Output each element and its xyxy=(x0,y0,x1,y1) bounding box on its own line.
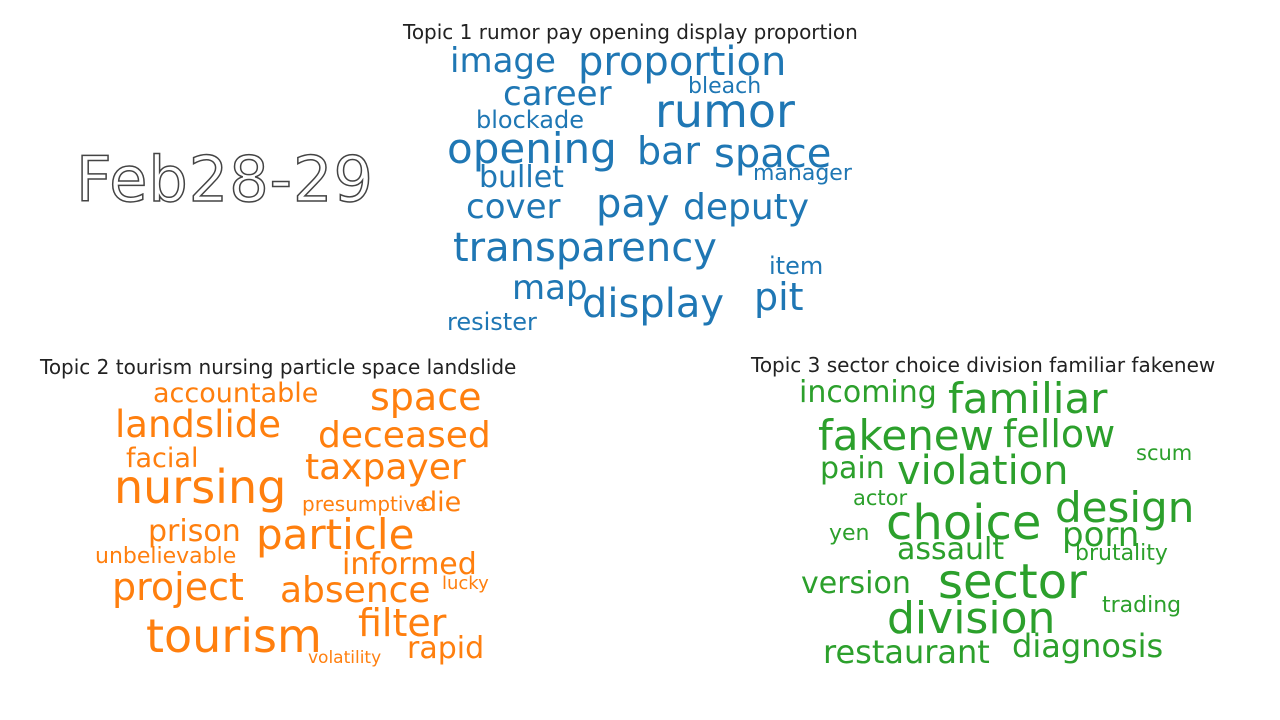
word: pay xyxy=(596,181,670,227)
word: volatility xyxy=(308,648,382,668)
word: division xyxy=(887,593,1056,644)
word: bleach xyxy=(688,74,762,99)
word: space xyxy=(714,131,832,177)
word: bullet xyxy=(479,160,564,195)
word: bar xyxy=(637,129,701,173)
word: pit xyxy=(754,275,804,319)
topic-2-title: Topic 2 tourism nursing particle space l… xyxy=(40,355,517,379)
word: nursing xyxy=(114,460,287,514)
word: scum xyxy=(1136,441,1193,465)
word: item xyxy=(769,252,824,280)
word: transparency xyxy=(453,225,717,271)
word: rumor xyxy=(655,84,795,138)
word: deceased xyxy=(318,415,491,456)
word: incoming xyxy=(799,375,937,410)
word: lucky xyxy=(442,573,489,594)
word: presumptive xyxy=(302,492,428,516)
word: deputy xyxy=(683,187,810,228)
word: pain xyxy=(820,451,885,486)
word: rapid xyxy=(407,631,485,666)
word: violation xyxy=(897,448,1069,494)
word: opening xyxy=(447,124,617,173)
word: space xyxy=(370,375,482,419)
word: diagnosis xyxy=(1012,627,1164,665)
word: particle xyxy=(256,510,415,559)
word: unbelievable xyxy=(95,544,237,569)
word: die xyxy=(420,487,462,518)
word: project xyxy=(112,565,244,609)
word: landslide xyxy=(115,403,281,446)
word: design xyxy=(1055,483,1195,532)
date-label: Feb28-29 xyxy=(75,142,374,217)
word: facial xyxy=(126,443,199,474)
word: image xyxy=(450,41,556,81)
word: taxpayer xyxy=(305,447,466,488)
word: accountable xyxy=(153,378,319,409)
word: blockade xyxy=(476,106,584,134)
word: restaurant xyxy=(823,633,990,671)
word: choice xyxy=(886,495,1042,551)
topic-3-title: Topic 3 sector choice division familiar … xyxy=(751,353,1216,377)
word: brutality xyxy=(1075,541,1168,566)
word: absence xyxy=(280,570,431,611)
word: filter xyxy=(358,601,447,645)
topic-2-word-cloud: accountable space landslide deceased fac… xyxy=(95,375,491,668)
word: cover xyxy=(466,187,561,227)
word: prison xyxy=(148,514,241,549)
word: manager xyxy=(753,161,852,186)
word: display xyxy=(582,281,725,327)
word: yen xyxy=(829,521,870,546)
word: proportion xyxy=(578,39,787,85)
topic-1-title: Topic 1 rumor pay opening display propor… xyxy=(403,20,858,44)
word: resister xyxy=(447,308,537,336)
word: fakenew xyxy=(818,411,994,460)
topic-1-word-cloud: image proportion career bleach rumor blo… xyxy=(0,0,1280,340)
word: fellow xyxy=(1003,412,1116,456)
word: version xyxy=(801,566,911,601)
word: career xyxy=(503,74,612,114)
word: assault xyxy=(897,532,1005,567)
word: familiar xyxy=(948,374,1108,423)
word: trading xyxy=(1102,593,1182,618)
word: tourism xyxy=(146,609,322,663)
word: sector xyxy=(938,554,1087,610)
word: porn xyxy=(1062,515,1140,555)
word: informed xyxy=(342,547,477,582)
word: map xyxy=(512,268,588,308)
word: actor xyxy=(853,486,908,510)
